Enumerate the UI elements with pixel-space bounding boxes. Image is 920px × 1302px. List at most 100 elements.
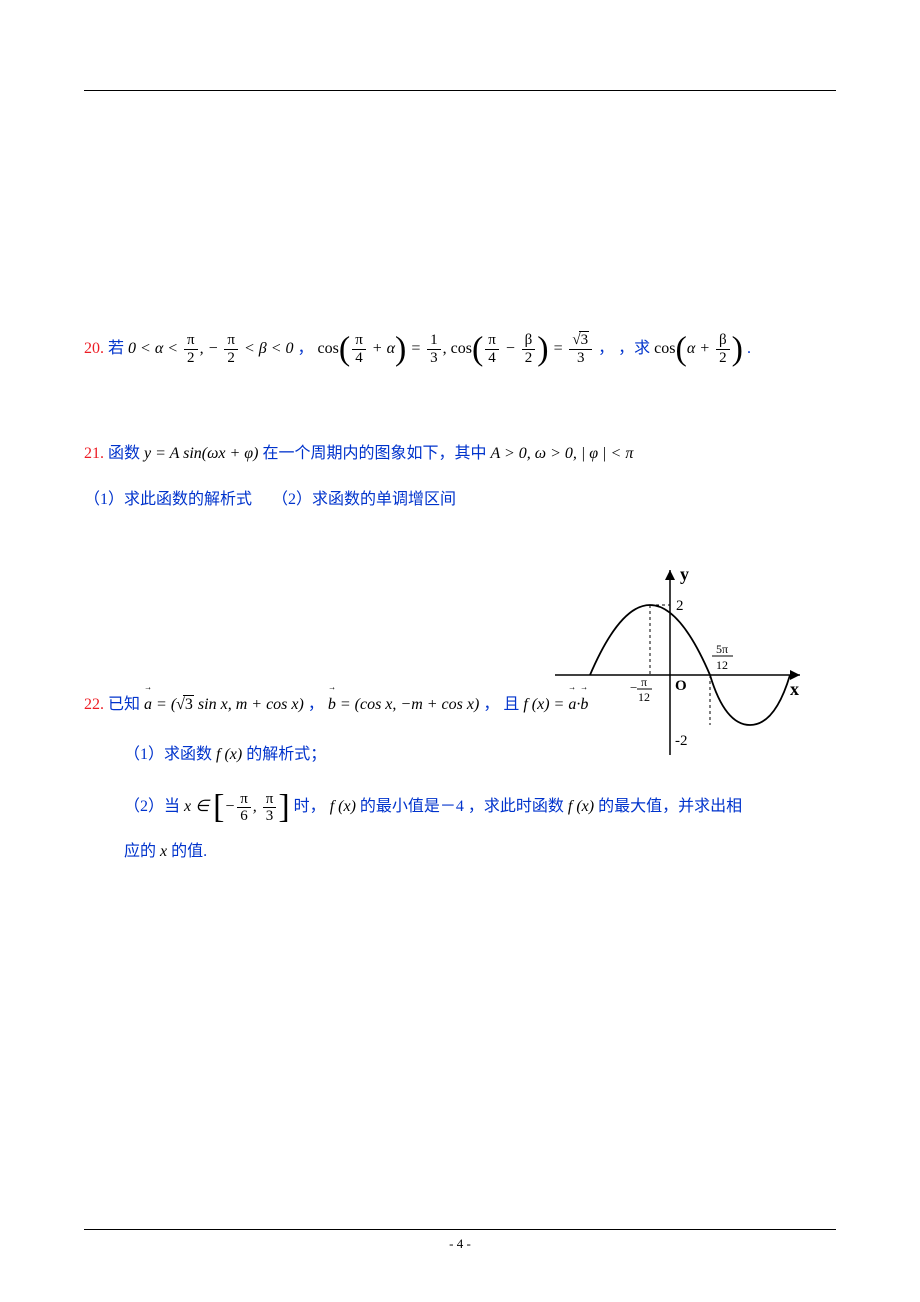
alpha: α <box>687 340 695 357</box>
q1: （1）求此函数的解析式 <box>84 491 252 508</box>
cos-expr-final: cos(α + β2) <box>654 340 747 357</box>
frac-b-2: β2 <box>522 332 536 366</box>
eq: = <box>406 340 425 357</box>
top-val: 2 <box>676 598 684 614</box>
problem-number: 20. <box>84 340 104 357</box>
t: = ( <box>152 696 176 713</box>
t: （1）求函数 <box>124 746 212 763</box>
t: x ∈ <box>184 798 213 815</box>
t: + α <box>368 340 395 357</box>
d: 3 <box>569 350 592 367</box>
y-arrow <box>665 570 675 580</box>
sine-chart: x y O 2 -2 − π 12 5π 12 <box>550 555 810 775</box>
rparen: ) <box>395 330 406 367</box>
x: x <box>160 843 171 860</box>
rparen: ) <box>732 330 743 367</box>
n: π <box>224 332 238 350</box>
ask: ，求 <box>618 340 650 357</box>
sep: ， <box>308 696 324 713</box>
y-label: y <box>680 564 689 584</box>
math-cond: 0 < α < π2, − π2 < β < 0 <box>128 340 298 357</box>
t: 已知 <box>108 696 140 713</box>
fx: f (x) <box>330 798 360 815</box>
problem-number: 22. <box>84 696 104 713</box>
d: 2 <box>184 350 198 367</box>
n: 1 <box>427 332 441 350</box>
vec-b: b <box>328 687 336 722</box>
q22-2: （2）当 x ∈ [−π6, π3] 时， f (x) 的最小值是－4 ，求此时… <box>124 788 836 871</box>
x-label: x <box>790 679 799 699</box>
t: < β < 0 <box>240 340 294 357</box>
text: 若 <box>108 340 124 357</box>
n: π <box>184 332 198 350</box>
t: , − <box>200 340 223 357</box>
dot: . <box>747 340 751 357</box>
comma: , <box>253 798 261 815</box>
t: 0 < <box>128 340 155 357</box>
d: 6 <box>237 808 251 825</box>
left-tick-d: 12 <box>638 690 650 704</box>
origin-label: O <box>675 678 687 694</box>
fx: f (x) <box>568 798 598 815</box>
d: 2 <box>522 350 536 367</box>
d: 3 <box>427 350 441 367</box>
plus: + <box>695 340 714 357</box>
t: sin x, m + cos x) <box>194 696 304 713</box>
t: 函数 <box>108 445 144 462</box>
t: 时， <box>294 798 326 815</box>
t: 的值. <box>171 843 207 860</box>
n: π <box>263 791 277 809</box>
fx: f (x) <box>216 746 246 763</box>
frac-pi-3: π3 <box>263 791 277 825</box>
frac-r3-3: √33 <box>569 332 592 366</box>
d: 2 <box>716 350 730 367</box>
lparen: ( <box>472 330 483 367</box>
n: π <box>352 332 366 350</box>
eq: = <box>549 340 568 357</box>
frac-pi-6: π6 <box>237 791 251 825</box>
n: √3 <box>569 332 592 350</box>
top-rule <box>84 90 836 91</box>
cos: cos <box>318 340 339 357</box>
rparen: ) <box>537 330 548 367</box>
vec-a: a <box>144 687 152 722</box>
cos-expr-1: cos(π4 + α) = 13, cos(π4 − β2) = √33 <box>318 340 599 357</box>
t: 的最小值是－4 ，求此时函数 <box>360 798 564 815</box>
frac-1-3: 13 <box>427 332 441 366</box>
n: β <box>716 332 730 350</box>
t: = (cos x, −m + cos x) <box>336 696 479 713</box>
problem-number: 21. <box>84 445 104 462</box>
problem-21: 21. 函数 y = A sin(ωx + φ) 在一个周期内的图象如下，其中 … <box>84 436 836 516</box>
neg: − <box>224 798 235 815</box>
problem-20: 20. 若 0 < α < π2, − π2 < β < 0 ， cos(π4 … <box>84 331 836 366</box>
t: 在一个周期内的图象如下，其中 <box>262 445 490 462</box>
lparen: ( <box>339 330 350 367</box>
left-tick-n: π <box>641 675 647 689</box>
right-tick-d: 12 <box>716 658 728 672</box>
t: 的解析式； <box>246 746 326 763</box>
d: 2 <box>224 350 238 367</box>
left-tick-neg: − <box>630 680 637 695</box>
sqrt3: √3 <box>176 687 194 722</box>
vec-b2: b <box>580 687 588 722</box>
n: π <box>485 332 499 350</box>
n: π <box>237 791 251 809</box>
t: < <box>163 340 182 357</box>
bot-val: -2 <box>675 733 688 749</box>
lparen: ( <box>676 330 687 367</box>
cos: cos <box>654 340 675 357</box>
b-def: b = (cos x, −m + cos x) <box>328 696 483 713</box>
lbrack: [ <box>213 789 224 826</box>
a-def: a = (√3 sin x, m + cos x) <box>144 696 308 713</box>
sub-questions: （1）求此函数的解析式 （2）求函数的单调增区间 <box>84 482 836 517</box>
sep: ， <box>298 340 314 357</box>
vec-a2: a <box>568 687 576 722</box>
right-tick-n: 5π <box>716 642 728 656</box>
page-container: 20. 若 0 < α < π2, − π2 < β < 0 ， cos(π4 … <box>0 0 920 931</box>
n: β <box>522 332 536 350</box>
t: （2）当 <box>124 798 180 815</box>
sep: ， <box>598 340 614 357</box>
sine-curve <box>590 605 790 725</box>
t: 的最大值，并求出相 <box>598 798 742 815</box>
rbrack: ] <box>278 789 289 826</box>
